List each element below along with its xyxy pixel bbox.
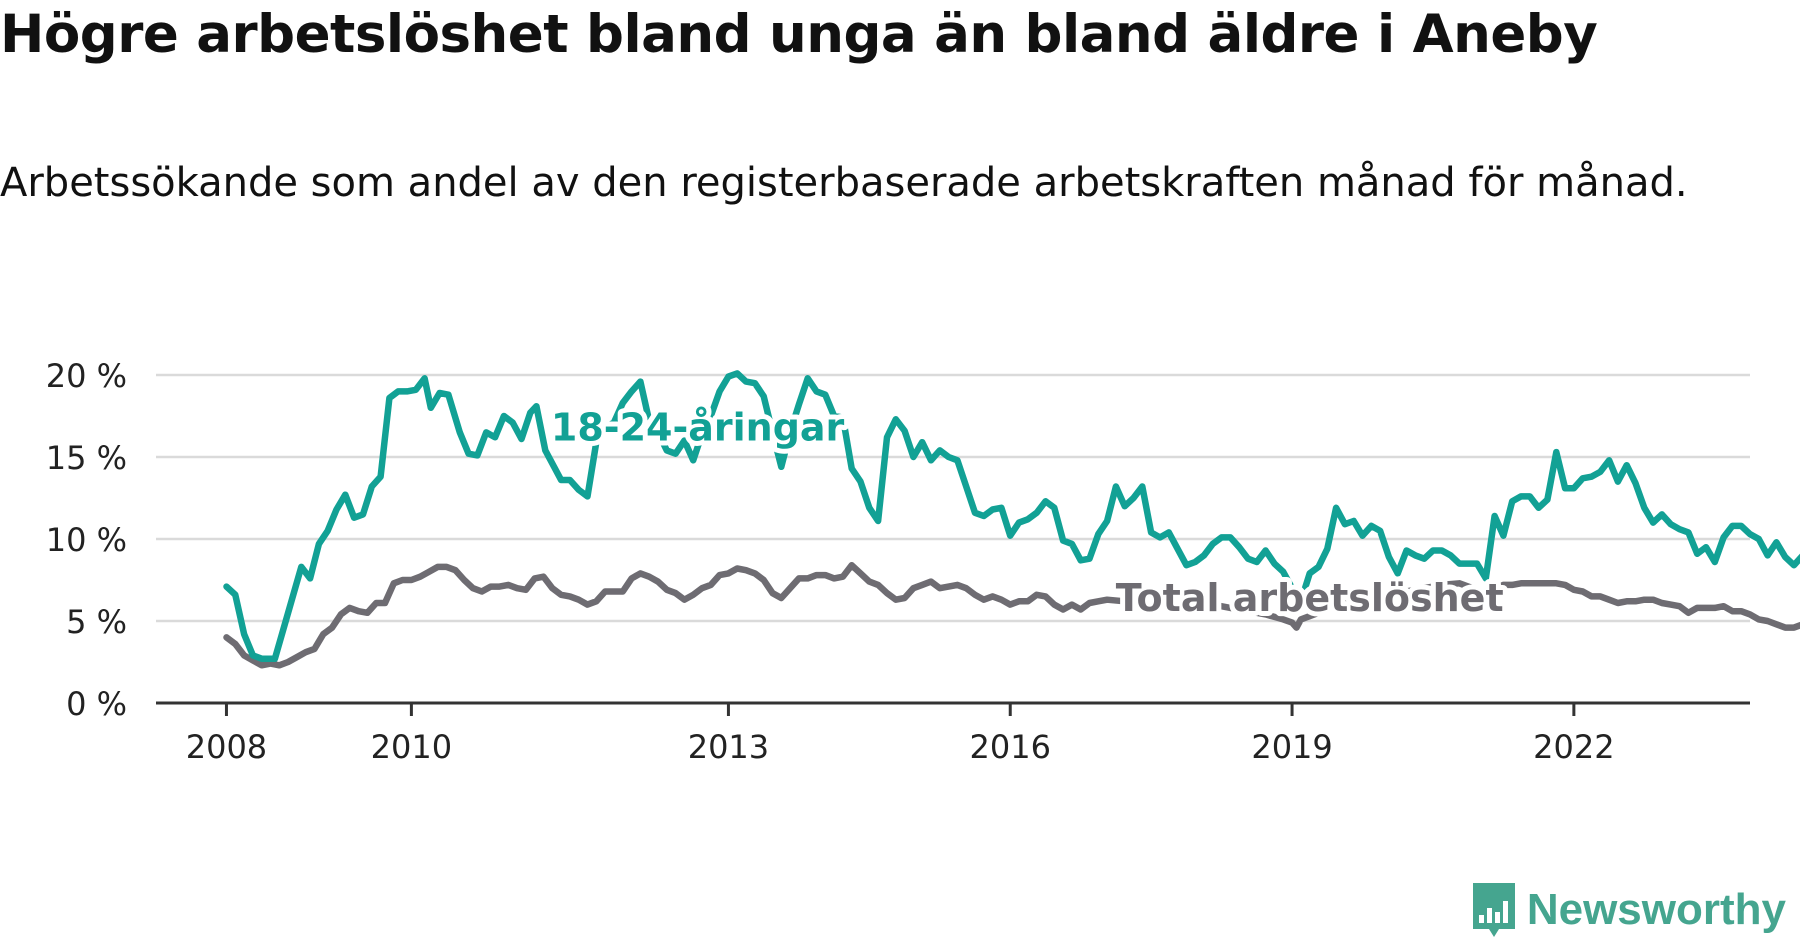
gridlines bbox=[156, 373, 1750, 705]
x-tick-label: 2022 bbox=[1533, 728, 1614, 766]
bar-chart-logo-icon bbox=[1472, 883, 1515, 937]
series-line-youth bbox=[223, 370, 1800, 662]
y-tick-label: 20 % bbox=[46, 357, 127, 395]
series-labels: 18-24-åringar Total arbetslöshet bbox=[546, 401, 1509, 626]
brand-name: Newsworthy bbox=[1526, 885, 1786, 934]
chart-subtitle: Arbetssökande som andel av den registerb… bbox=[0, 160, 1688, 206]
y-tick-label: 5 % bbox=[66, 603, 127, 641]
series-label-youth: 18-24-åringar bbox=[551, 406, 845, 450]
y-axis-ticks: 0 % 5 % 10 % 15 % 20 % bbox=[46, 357, 127, 723]
y-tick-label: 10 % bbox=[46, 521, 127, 559]
y-tick-label: 0 % bbox=[66, 685, 127, 723]
series-line-total bbox=[223, 561, 1800, 669]
x-tick-label: 2013 bbox=[688, 728, 769, 766]
x-axis-ticks: 2008201020132016201920222024 bbox=[186, 703, 1615, 766]
series-lines bbox=[223, 370, 1800, 669]
brand-logo: Newsworthy bbox=[1471, 881, 1786, 939]
y-tick-label: 15 % bbox=[46, 439, 127, 477]
x-tick-label: 2016 bbox=[970, 728, 1051, 766]
chart-title: Högre arbetslöshet bland unga än bland ä… bbox=[0, 4, 1598, 65]
x-tick-label: 2010 bbox=[371, 728, 452, 766]
x-tick-label: 2019 bbox=[1251, 728, 1332, 766]
series-label-total: Total arbetslöshet bbox=[1116, 576, 1504, 620]
x-tick-label: 2008 bbox=[186, 728, 267, 766]
